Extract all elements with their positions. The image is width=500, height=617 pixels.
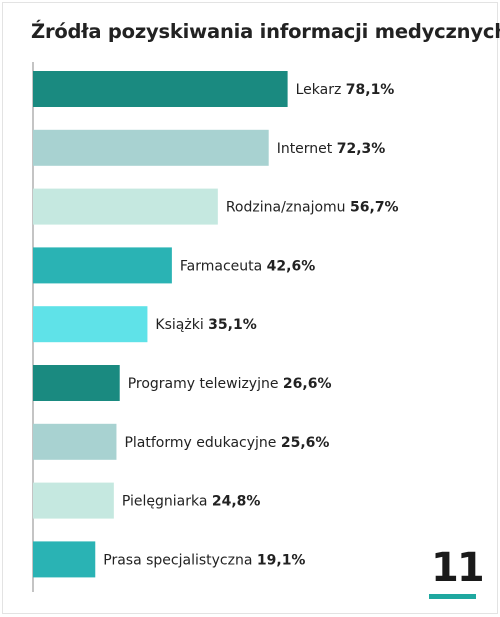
bar-category-0: Lekarz [296, 82, 346, 98]
bar-4 [33, 306, 148, 343]
page-number-underline [429, 594, 476, 599]
bar-value-4: 35,1% [208, 317, 257, 333]
bar-label-8: Prasa specjalistyczna 19,1% [103, 552, 305, 568]
bar-category-7: Pielęgniarka [122, 494, 212, 510]
bar-value-5: 26,6% [283, 376, 332, 392]
bar-7 [33, 482, 114, 519]
bar-category-6: Platformy edukacyjne [124, 435, 280, 451]
bar-value-3: 42,6% [267, 258, 316, 274]
bar-category-5: Programy telewizyjne [128, 376, 283, 392]
bar-category-3: Farmaceuta [180, 258, 267, 274]
bar-category-8: Prasa specjalistyczna [103, 552, 257, 568]
bar-value-7: 24,8% [212, 494, 261, 510]
bar-0 [33, 71, 288, 107]
bar-label-3: Farmaceuta 42,6% [180, 258, 315, 274]
bar-value-0: 78,1% [346, 82, 395, 98]
bar-label-5: Programy telewizyjne 26,6% [128, 376, 332, 392]
bar-label-4: Książki 35,1% [155, 317, 256, 333]
bar-6 [33, 423, 117, 460]
bar-8 [33, 541, 96, 578]
bar-value-8: 19,1% [257, 552, 306, 568]
bar-label-0: Lekarz 78,1% [296, 82, 395, 98]
bar-value-1: 72,3% [337, 141, 386, 157]
page-number: 11 [431, 545, 485, 591]
bar-label-7: Pielęgniarka 24,8% [122, 494, 261, 510]
bar-label-2: Rodzina/znajomu 56,7% [226, 200, 399, 216]
bar-category-2: Rodzina/znajomu [226, 200, 350, 216]
bar-label-6: Platformy edukacyjne 25,6% [124, 435, 329, 451]
bar-value-6: 25,6% [281, 435, 330, 451]
bar-1 [33, 129, 269, 166]
bar-3 [33, 247, 172, 284]
bar-value-2: 56,7% [350, 200, 399, 216]
bar-2 [33, 188, 218, 225]
bar-5 [33, 365, 120, 401]
bar-category-4: Książki [155, 317, 208, 333]
bar-label-1: Internet 72,3% [277, 141, 386, 157]
bar-category-1: Internet [277, 141, 337, 157]
chart-title: Źródła pozyskiwania informacji medycznyc… [31, 20, 500, 43]
